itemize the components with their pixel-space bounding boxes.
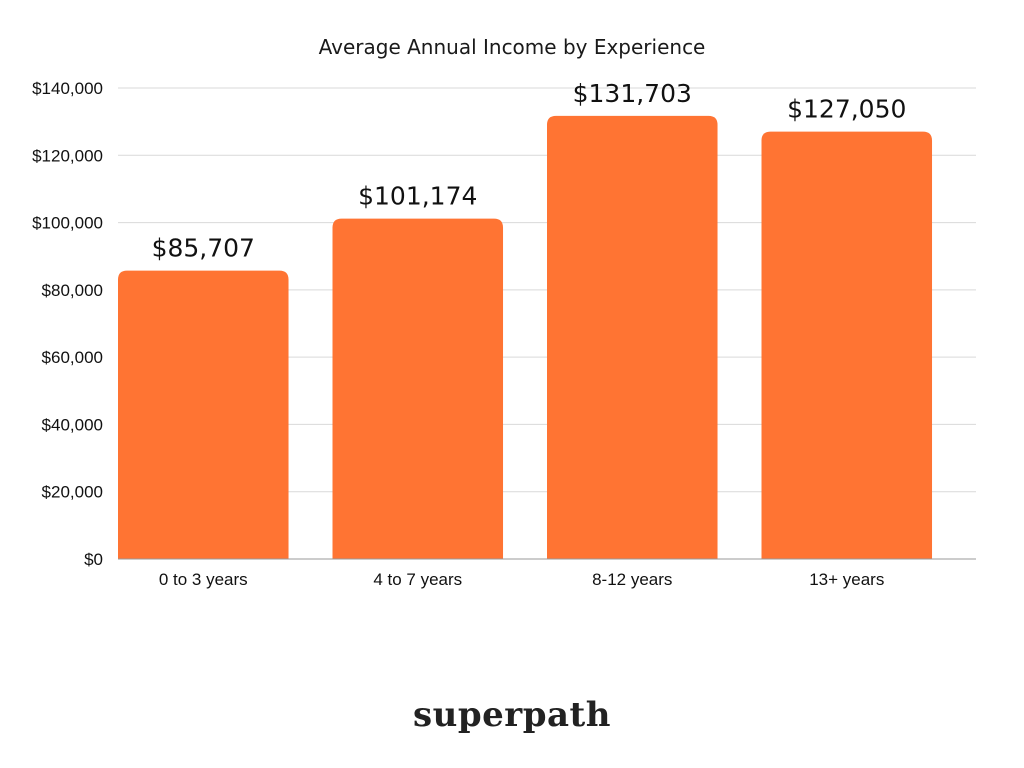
y-tick-label: $120,000: [32, 146, 103, 165]
y-axis-tick-labels: $0 $20,000 $40,000 $60,000 $80,000 $100,000 $1…: [32, 79, 103, 569]
bar: [547, 115, 718, 559]
y-tick-label: $60,000: [42, 348, 103, 367]
y-tick-label: $40,000: [42, 415, 103, 434]
bar-value-label: $85,707: [152, 234, 255, 263]
y-tick-label: $100,000: [32, 214, 103, 233]
x-category-label: 4 to 7 years: [373, 570, 462, 589]
x-category-label: 8-12 years: [592, 570, 672, 589]
y-tick-label: $140,000: [32, 79, 103, 98]
chart-title: Average Annual Income by Experience: [319, 35, 706, 59]
superpath-logo: superpath: [413, 695, 611, 735]
bar-value-label: $127,050: [787, 95, 906, 124]
bars: [118, 115, 933, 559]
y-tick-label: $20,000: [42, 483, 103, 502]
bar: [118, 270, 289, 559]
bar-value-label: $131,703: [573, 79, 692, 108]
bar: [332, 218, 504, 559]
y-tick-label: $80,000: [42, 281, 103, 300]
bar: [761, 131, 933, 559]
x-axis-category-labels: 0 to 3 years 4 to 7 years 8-12 years 13+ ye…: [159, 570, 884, 589]
x-category-label: 0 to 3 years: [159, 570, 248, 589]
x-category-label: 13+ years: [809, 570, 884, 589]
bar-value-label: $101,174: [358, 182, 477, 211]
data-labels: $85,707 $101,174 $131,703 $127,050: [152, 79, 907, 263]
y-tick-label: $0: [84, 550, 103, 569]
